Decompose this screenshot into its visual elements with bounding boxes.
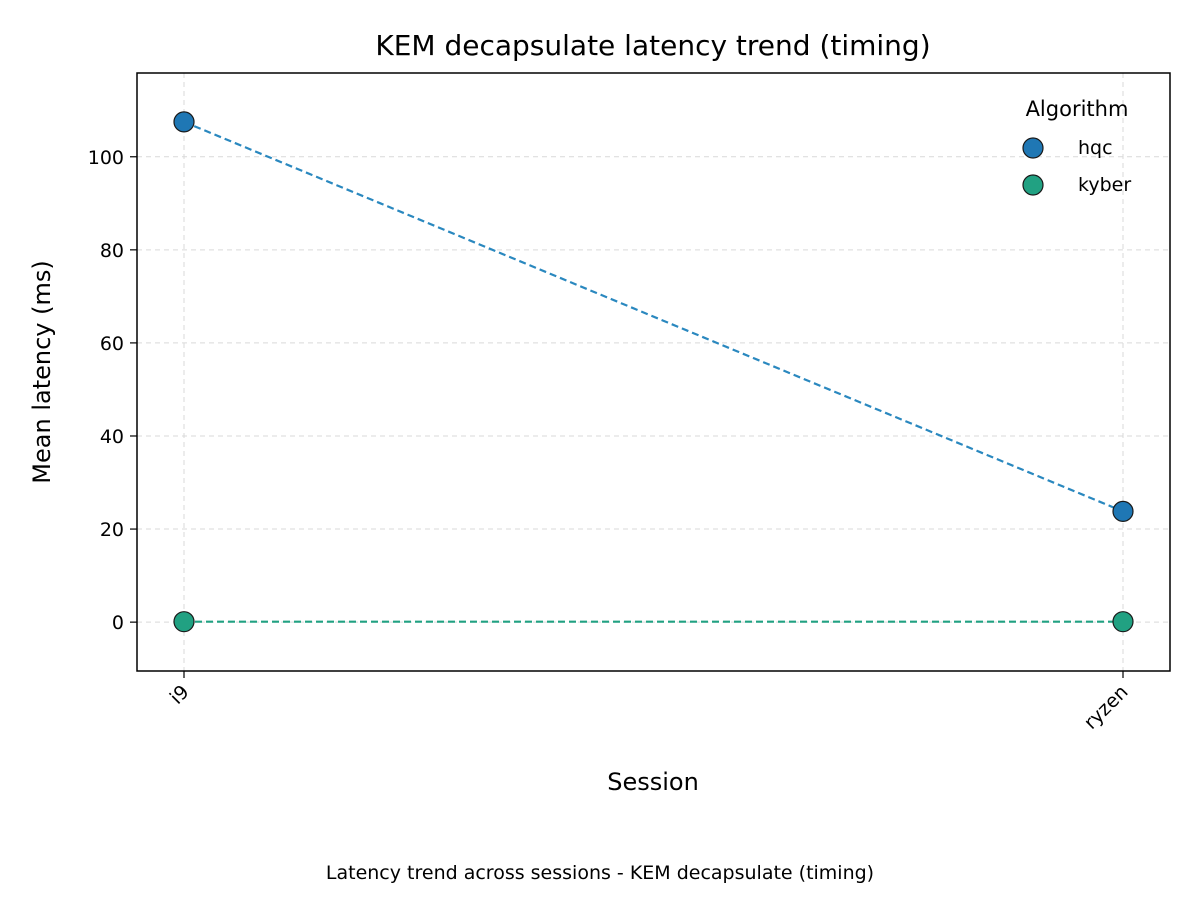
y-tick-label: 80 [100, 240, 124, 262]
figure-caption: Latency trend across sessions - KEM deca… [325, 862, 875, 884]
data-point-hqc-ryzen [1112, 500, 1134, 522]
legend-marker-kyber [1022, 174, 1044, 196]
data-points [173, 111, 1134, 633]
series-lines [183, 120, 1124, 623]
chart-title: KEM decapsulate latency trend (timing) [375, 29, 930, 62]
y-tick-label: 20 [100, 519, 124, 541]
legend-label-hqc: hqc [1078, 137, 1113, 159]
data-point-kyber-ryzen [1112, 611, 1134, 633]
y-tick-label: 0 [112, 612, 124, 634]
x-axis-label: Session [607, 768, 699, 796]
plot-frame [136, 72, 1171, 672]
data-point-hqc-i9 [173, 111, 195, 133]
legend-label-kyber: kyber [1078, 174, 1131, 196]
series-line-hqc [183, 120, 1124, 513]
legend: Algorithm hqc kyber [1022, 97, 1131, 196]
legend-title: Algorithm [1026, 97, 1129, 121]
y-axis: 0 20 40 60 80 100 [88, 147, 137, 634]
legend-marker-hqc [1022, 137, 1044, 159]
y-tick-label: 100 [88, 147, 124, 169]
y-tick-label: 60 [100, 333, 124, 355]
data-point-kyber-i9 [173, 611, 195, 633]
chart: KEM decapsulate latency trend (timing) 0… [0, 0, 1200, 840]
chart-background [0, 0, 1200, 840]
y-axis-label: Mean latency (ms) [28, 260, 56, 483]
y-tick-label: 40 [100, 426, 124, 448]
